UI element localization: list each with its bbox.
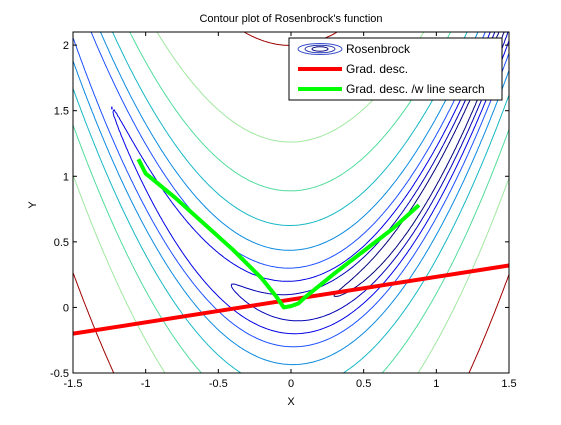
- y-tick-label: 2: [63, 40, 69, 52]
- y-axis-label: Y: [27, 201, 39, 209]
- y-tick-label: 1: [63, 171, 69, 183]
- chart-title: Contour plot of Rosenbrock's function: [199, 13, 382, 25]
- contour-level-4: [73, 32, 509, 366]
- x-axis-label: X: [287, 396, 295, 408]
- ticks: -1.5 -1 -0.5 0 0.5 1 1.5 -0.5 0 0.5 1 1.5 2: [50, 32, 517, 390]
- y-tick-label: 0.5: [54, 237, 69, 249]
- x-tick-label: -0.5: [209, 378, 228, 390]
- x-tick-label: -1: [141, 378, 151, 390]
- legend: Rosenbrock Grad. desc. Grad. desc. /w li…: [288, 37, 503, 101]
- x-tick-label: 1: [433, 378, 439, 390]
- y-tick-label: -0.5: [50, 368, 69, 380]
- series-line-1: [136, 158, 421, 310]
- contour-level-2: [111, 32, 509, 335]
- series-line-0: [73, 263, 509, 336]
- x-tick-label: -1.5: [64, 378, 83, 390]
- contour-level-6: [73, 32, 509, 373]
- y-tick-label: 1.5: [54, 106, 69, 118]
- legend-label-grad-desc: Grad. desc.: [346, 62, 408, 76]
- series-layer: [73, 158, 509, 336]
- contour-plot: [73, 32, 509, 373]
- y-tick-label: 0: [63, 302, 69, 314]
- legend-contour-icon: [297, 43, 343, 55]
- x-tick-label: 1.5: [501, 378, 516, 390]
- x-tick-label: 0.5: [356, 378, 371, 390]
- legend-label-contour: Rosenbrock: [346, 42, 411, 56]
- legend-label-grad-desc-line-search: Grad. desc. /w line search: [346, 82, 485, 96]
- x-tick-label: 0: [288, 378, 294, 390]
